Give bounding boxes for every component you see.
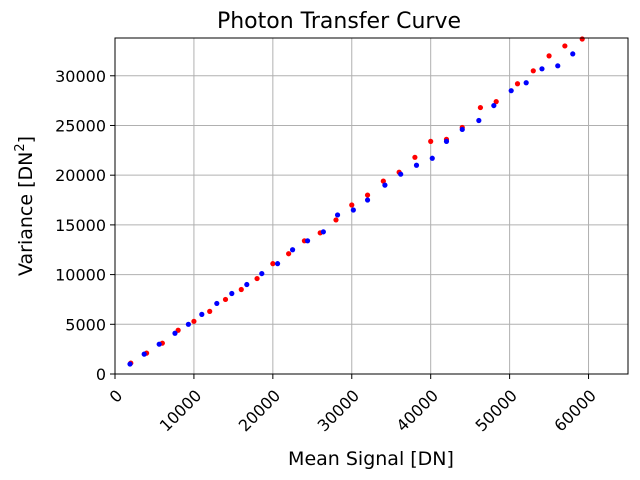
data-point-series-2 <box>214 300 220 307</box>
data-point-series-2 <box>274 261 281 267</box>
x-tick-label: 40000 <box>393 386 442 435</box>
x-tick-label: 60000 <box>550 386 599 435</box>
data-point-series-2 <box>364 197 371 203</box>
data-point-series-2 <box>398 171 404 177</box>
data-point-series-2 <box>141 351 147 357</box>
data-point-series-1 <box>514 81 521 87</box>
grid-lines <box>114 38 628 375</box>
data-point-series-1 <box>349 202 355 208</box>
data-point-series-1 <box>333 217 339 223</box>
data-point-series-2 <box>172 330 178 336</box>
y-ticks: 0 5000 10000 15000 20000 25000 30000 <box>55 67 115 384</box>
x-tick-label: 10000 <box>156 386 205 435</box>
data-point-series-2 <box>289 247 296 253</box>
x-tick-label: 0 <box>106 386 127 407</box>
y-tick-label: 25000 <box>55 116 106 135</box>
chart-title: Photon Transfer Curve <box>217 9 461 34</box>
y-axis-label: Variance [DN2] <box>13 136 37 276</box>
data-point-series-2 <box>244 281 250 288</box>
data-point-series-2 <box>156 341 162 347</box>
data-point-series-1 <box>207 308 213 314</box>
data-point-series-2 <box>199 311 205 317</box>
y-tick-label: 0 <box>96 365 106 384</box>
data-point-series-1 <box>477 104 484 111</box>
data-point-series-1 <box>286 251 292 257</box>
x-tick-label: 50000 <box>471 386 520 435</box>
data-point-series-2 <box>443 138 450 144</box>
data-point-series-2 <box>334 212 341 218</box>
data-point-series-1 <box>412 154 418 160</box>
y-tick-label: 20000 <box>55 166 106 185</box>
data-point-series-2 <box>508 88 514 94</box>
data-point-series-2 <box>259 270 265 277</box>
data-point-series-1 <box>270 261 276 267</box>
data-point-series-2 <box>320 229 326 235</box>
data-point-series-1 <box>546 53 552 59</box>
data-point-series-2 <box>459 126 465 133</box>
x-ticks: 0 10000 20000 30000 40000 50000 60000 <box>106 374 600 435</box>
y-axis-label-sup: 2 <box>13 143 28 151</box>
data-point-series-2 <box>382 182 388 188</box>
data-point-series-2 <box>555 63 561 69</box>
x-tick-label: 30000 <box>314 386 363 435</box>
data-point-series-2 <box>185 321 191 327</box>
data-point-series-1 <box>562 43 568 49</box>
data-point-series-2 <box>539 66 545 72</box>
data-point-series-1 <box>364 192 371 198</box>
x-tick-label: 20000 <box>235 386 284 435</box>
data-point-series-1 <box>222 296 229 303</box>
data-point-series-2 <box>429 155 435 161</box>
data-point-series-2 <box>523 80 529 86</box>
data-points <box>127 36 585 367</box>
y-tick-label: 30000 <box>55 67 106 86</box>
data-point-series-2 <box>570 51 576 57</box>
data-point-series-2 <box>491 102 497 109</box>
y-axis-label-end: ] <box>15 136 37 143</box>
data-point-series-2 <box>413 162 420 168</box>
data-point-series-1 <box>428 138 434 144</box>
plot-frame <box>114 37 629 375</box>
y-tick-label: 10000 <box>55 266 106 285</box>
data-point-series-1 <box>238 286 244 293</box>
data-point-series-2 <box>350 207 356 213</box>
y-tick-label: 5000 <box>65 315 106 334</box>
y-axis-label-main: Variance [DN <box>15 152 37 276</box>
data-point-series-2 <box>304 238 311 244</box>
data-point-series-1 <box>254 275 260 282</box>
data-point-series-1 <box>579 36 585 42</box>
x-axis-label: Mean Signal [DN] <box>288 448 454 470</box>
data-point-series-1 <box>530 68 536 74</box>
data-point-series-1 <box>493 99 499 105</box>
data-point-series-1 <box>380 178 386 184</box>
data-point-series-2 <box>127 361 133 367</box>
data-point-series-1 <box>191 318 197 324</box>
data-point-series-2 <box>476 117 482 124</box>
data-point-series-2 <box>229 290 235 297</box>
y-tick-label: 15000 <box>55 216 106 235</box>
